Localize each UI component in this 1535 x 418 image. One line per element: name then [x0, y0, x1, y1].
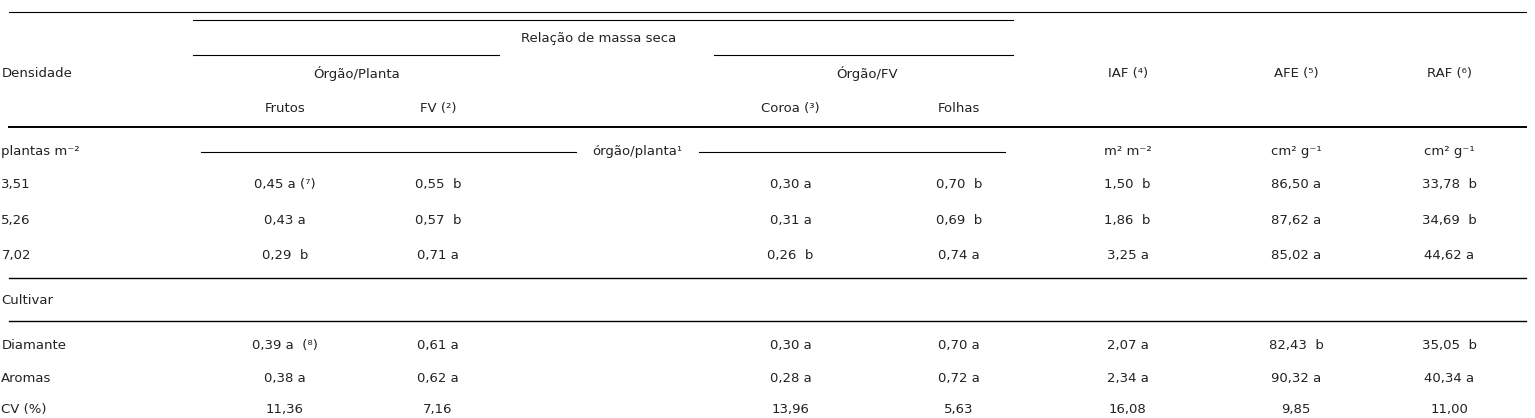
Text: 5,26: 5,26 [2, 214, 31, 227]
Text: 0,29  b: 0,29 b [261, 249, 309, 262]
Text: 0,71 a: 0,71 a [418, 249, 459, 262]
Text: 5,63: 5,63 [944, 403, 973, 415]
Text: 0,45 a (⁷): 0,45 a (⁷) [253, 178, 316, 191]
Text: AFE (⁵): AFE (⁵) [1274, 67, 1319, 80]
Text: 82,43  b: 82,43 b [1269, 339, 1323, 352]
Text: 40,34 a: 40,34 a [1424, 372, 1475, 385]
Text: 33,78  b: 33,78 b [1421, 178, 1477, 191]
Text: 0,72 a: 0,72 a [938, 372, 979, 385]
Text: 34,69  b: 34,69 b [1421, 214, 1477, 227]
Text: Relação de massa seca: Relação de massa seca [522, 32, 677, 45]
Text: 0,70 a: 0,70 a [938, 339, 979, 352]
Text: plantas m⁻²: plantas m⁻² [2, 145, 80, 158]
Text: 86,50 a: 86,50 a [1271, 178, 1322, 191]
Text: 3,25 a: 3,25 a [1107, 249, 1148, 262]
Text: Cultivar: Cultivar [2, 294, 54, 307]
Text: 87,62 a: 87,62 a [1271, 214, 1322, 227]
Text: 90,32 a: 90,32 a [1271, 372, 1322, 385]
Text: 0,28 a: 0,28 a [769, 372, 812, 385]
Text: Coroa (³): Coroa (³) [761, 102, 820, 115]
Text: 7,02: 7,02 [2, 249, 31, 262]
Text: IAF (⁴): IAF (⁴) [1108, 67, 1148, 80]
Text: 2,07 a: 2,07 a [1107, 339, 1148, 352]
Text: 13,96: 13,96 [772, 403, 809, 415]
Text: 0,38 a: 0,38 a [264, 372, 305, 385]
Text: 1,50  b: 1,50 b [1104, 178, 1151, 191]
Text: 0,61 a: 0,61 a [418, 339, 459, 352]
Text: Diamante: Diamante [2, 339, 66, 352]
Text: 0,43 a: 0,43 a [264, 214, 305, 227]
Text: 0,39 a  (⁸): 0,39 a (⁸) [252, 339, 318, 352]
Text: 0,55  b: 0,55 b [414, 178, 462, 191]
Text: CV (%): CV (%) [2, 403, 48, 415]
Text: 1,86  b: 1,86 b [1104, 214, 1151, 227]
Text: 0,57  b: 0,57 b [414, 214, 462, 227]
Text: Órgão/FV: Órgão/FV [837, 66, 898, 81]
Text: Órgão/Planta: Órgão/Planta [313, 66, 401, 81]
Text: 0,62 a: 0,62 a [418, 372, 459, 385]
Text: 11,36: 11,36 [266, 403, 304, 415]
Text: 35,05  b: 35,05 b [1421, 339, 1477, 352]
Text: 9,85: 9,85 [1282, 403, 1311, 415]
Text: 0,31 a: 0,31 a [769, 214, 812, 227]
Text: 16,08: 16,08 [1108, 403, 1147, 415]
Text: 0,69  b: 0,69 b [936, 214, 982, 227]
Text: FV (²): FV (²) [419, 102, 456, 115]
Text: m² m⁻²: m² m⁻² [1104, 145, 1151, 158]
Text: cm² g⁻¹: cm² g⁻¹ [1271, 145, 1322, 158]
Text: 3,51: 3,51 [2, 178, 31, 191]
Text: Aromas: Aromas [2, 372, 52, 385]
Text: 44,62 a: 44,62 a [1424, 249, 1475, 262]
Text: 7,16: 7,16 [424, 403, 453, 415]
Text: 0,70  b: 0,70 b [936, 178, 982, 191]
Text: 11,00: 11,00 [1431, 403, 1469, 415]
Text: 0,26  b: 0,26 b [768, 249, 814, 262]
Text: 0,30 a: 0,30 a [769, 178, 812, 191]
Text: Frutos: Frutos [264, 102, 305, 115]
Text: RAF (⁶): RAF (⁶) [1428, 67, 1472, 80]
Text: 85,02 a: 85,02 a [1271, 249, 1322, 262]
Text: Folhas: Folhas [938, 102, 981, 115]
Text: 2,34 a: 2,34 a [1107, 372, 1148, 385]
Text: 0,74 a: 0,74 a [938, 249, 979, 262]
Text: cm² g⁻¹: cm² g⁻¹ [1424, 145, 1475, 158]
Text: 0,30 a: 0,30 a [769, 339, 812, 352]
Text: Densidade: Densidade [2, 67, 72, 80]
Text: órgão/planta¹: órgão/planta¹ [593, 145, 683, 158]
